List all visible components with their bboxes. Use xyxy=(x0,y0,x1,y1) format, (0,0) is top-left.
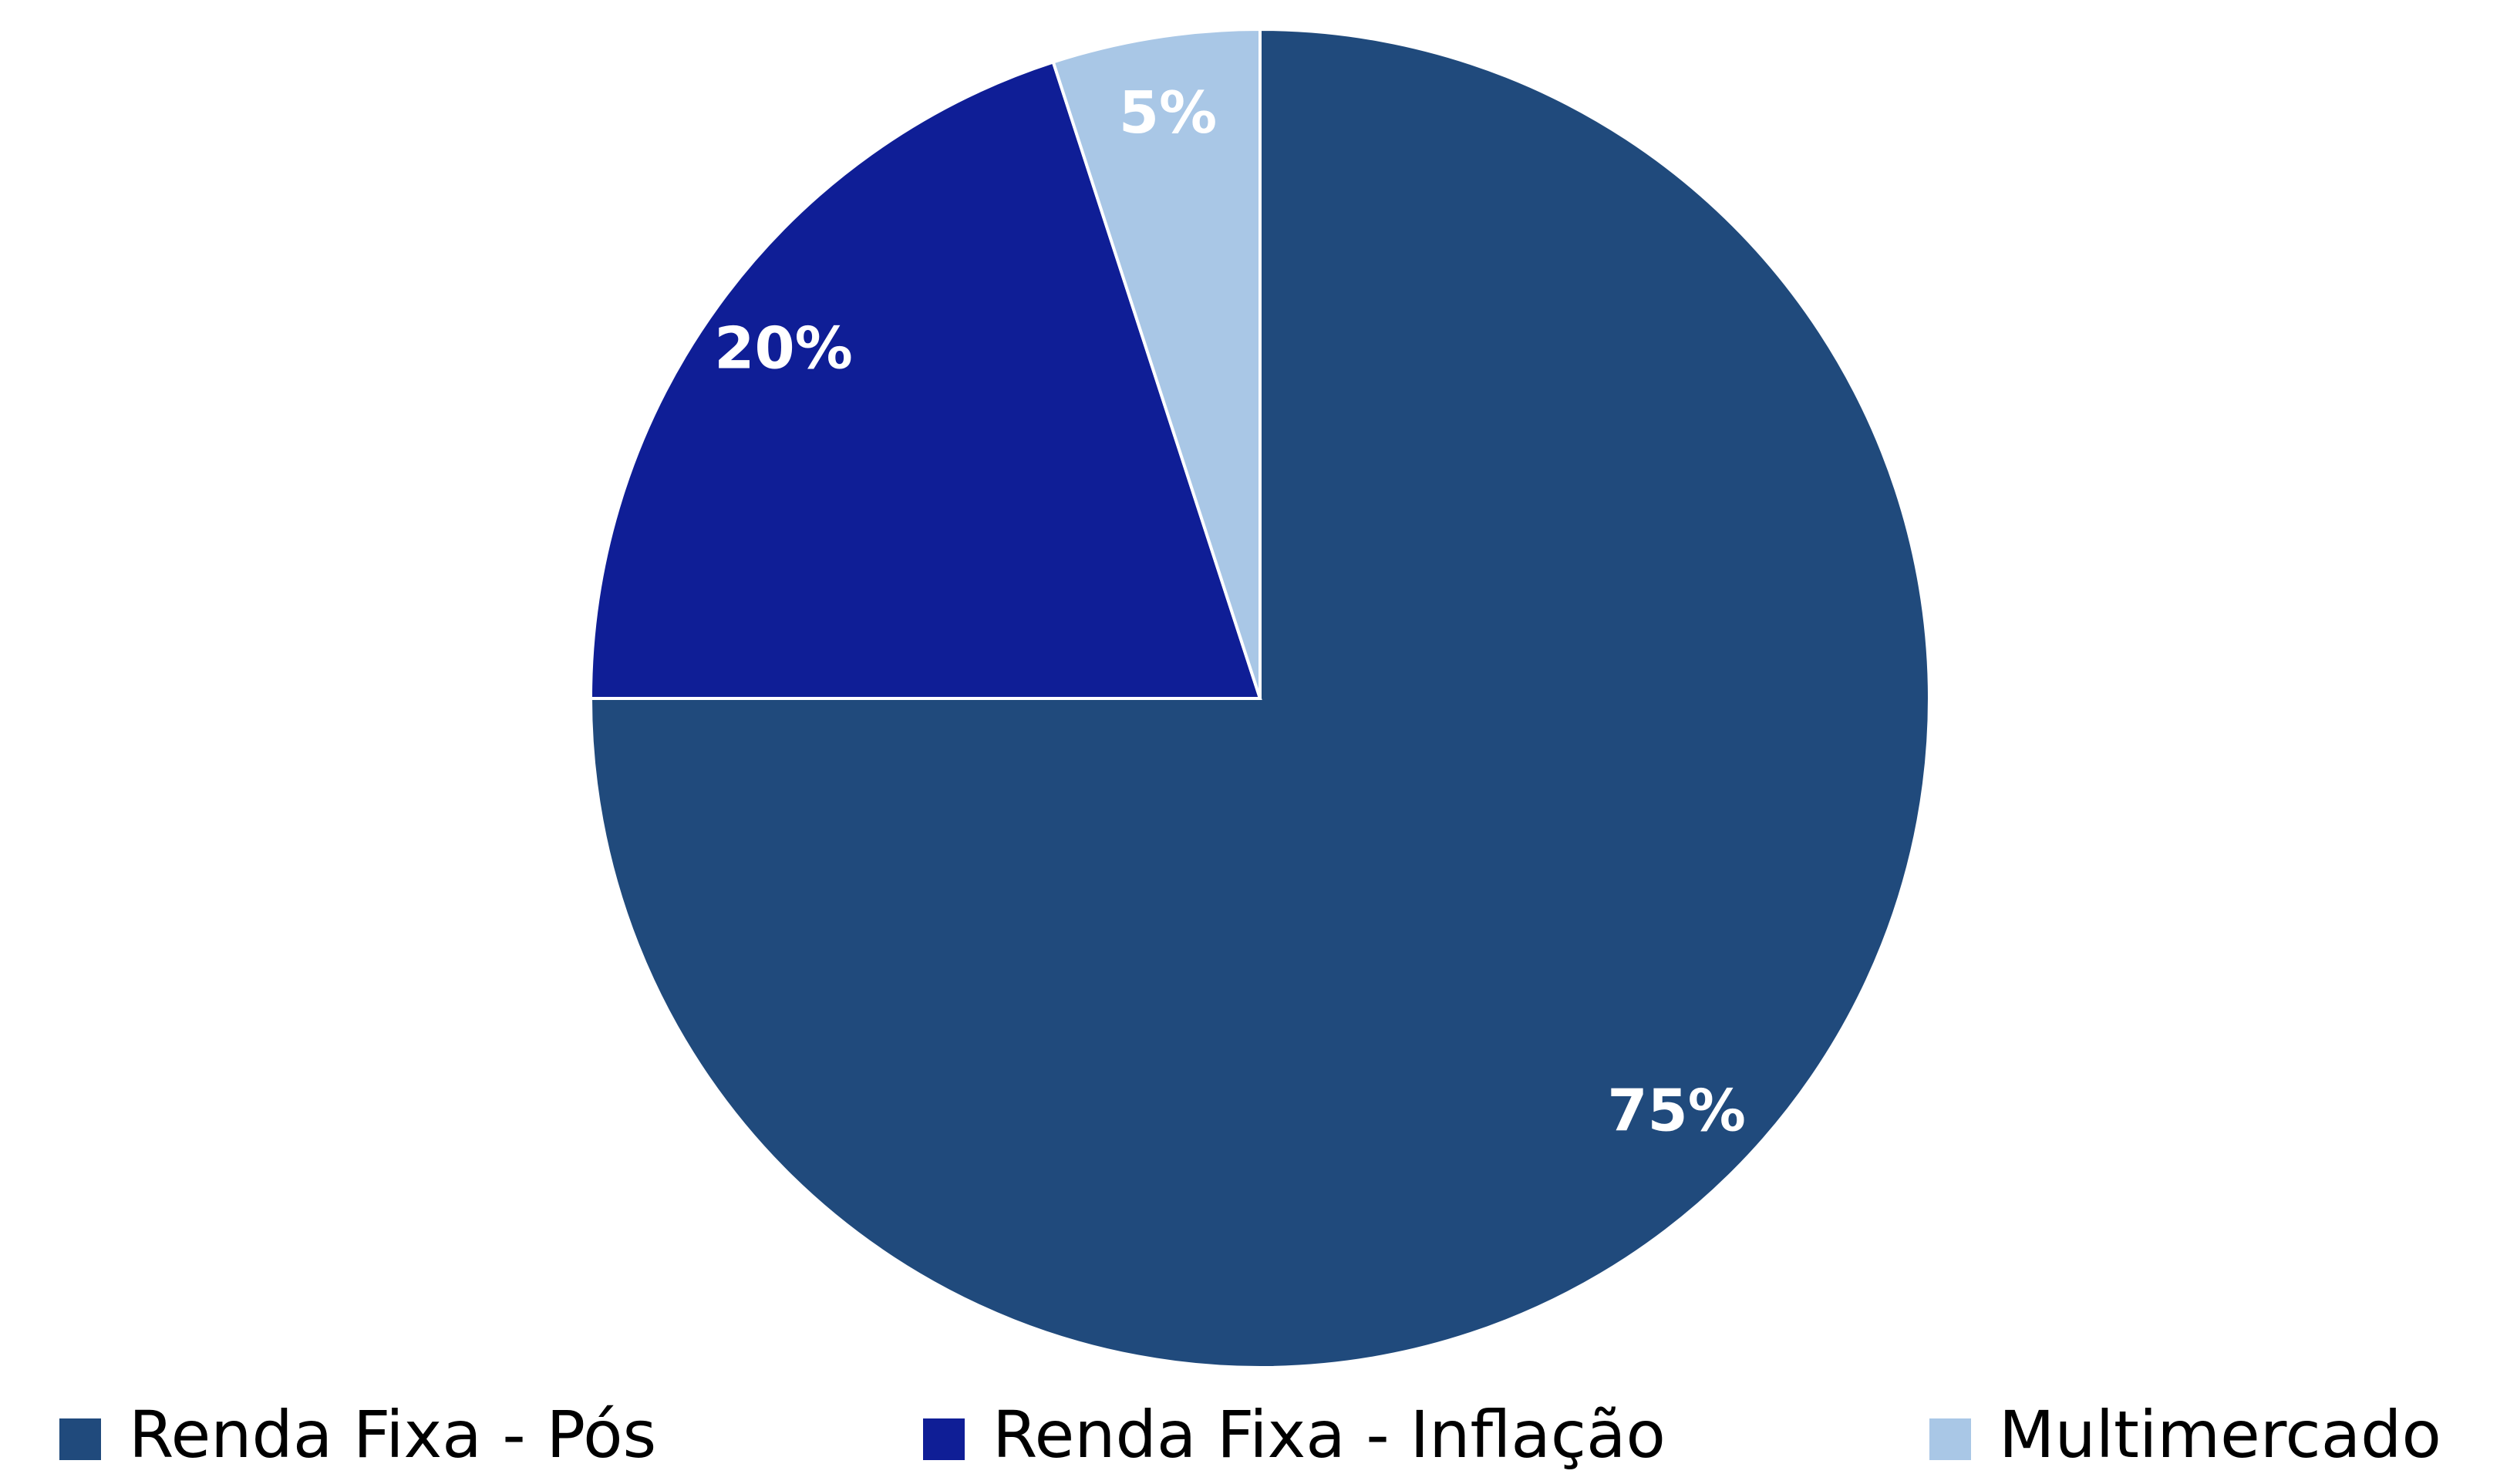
legend-swatch xyxy=(59,1418,101,1460)
data-label: 5% xyxy=(1119,79,1217,146)
legend-swatch xyxy=(923,1418,965,1460)
legend-swatch xyxy=(1929,1418,1971,1460)
data-label: 20% xyxy=(714,315,853,382)
pie-slice xyxy=(1051,27,1262,699)
pie-slice xyxy=(588,27,1931,1369)
data-label: 75% xyxy=(1607,1077,1746,1145)
legend-label: Multimercado xyxy=(1999,1397,2441,1472)
pie-slice xyxy=(588,59,1262,700)
legend-label: Renda Fixa - Inflação xyxy=(992,1397,1666,1472)
legend-label: Renda Fixa - Pós xyxy=(129,1397,656,1472)
